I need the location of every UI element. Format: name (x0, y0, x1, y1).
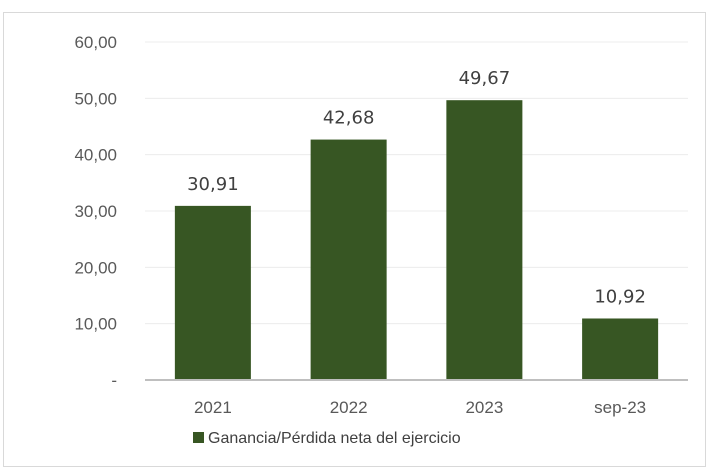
y-tick-label: 30,00 (74, 202, 117, 221)
y-tick-label: 50,00 (74, 89, 117, 108)
y-tick-label: 60,00 (74, 33, 117, 52)
bar-2023 (446, 100, 523, 381)
y-axis-tick-labels: - 10,00 20,00 30,00 40,00 50,00 60,00 (74, 33, 117, 390)
y-tick-label: - (111, 371, 117, 390)
y-tick-label: 10,00 (74, 315, 117, 334)
bar-2022 (310, 139, 387, 380)
y-tick-label: 20,00 (74, 258, 117, 277)
x-tick-label: 2022 (330, 398, 368, 417)
data-label: 42,68 (323, 108, 375, 129)
data-label: 49,67 (459, 68, 511, 89)
x-axis-tick-labels: 2021 2022 2023 sep-23 (194, 398, 646, 417)
x-tick-label: 2023 (465, 398, 503, 417)
y-tick-label: 40,00 (74, 146, 117, 165)
bar-sep-23 (582, 318, 659, 380)
bar-2021 (174, 205, 251, 380)
x-tick-label: 2021 (194, 398, 232, 417)
x-tick-label: sep-23 (594, 398, 646, 417)
data-label: 30,91 (187, 174, 239, 195)
legend-label: Ganancia/Pérdida neta del ejercicio (208, 430, 461, 447)
data-label: 10,92 (594, 286, 646, 307)
legend: Ganancia/Pérdida neta del ejercicio (193, 430, 461, 447)
bars (174, 100, 659, 381)
data-labels: 30,91 42,68 49,67 10,92 (187, 68, 646, 307)
legend-swatch (193, 432, 204, 443)
